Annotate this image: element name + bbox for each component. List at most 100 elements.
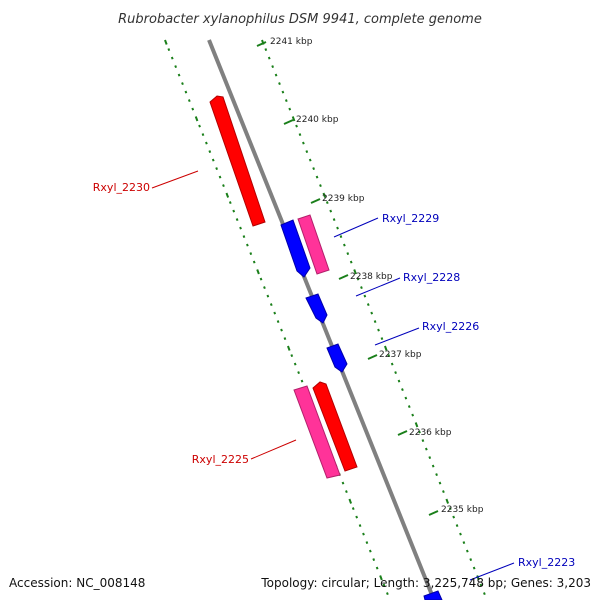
outer-track-dash — [407, 405, 411, 409]
outer-track-dash — [435, 473, 438, 477]
inner-track-dash — [372, 558, 376, 562]
inner-track-dash — [242, 235, 246, 239]
outer-track-dash — [445, 498, 450, 504]
outer-track-dash — [343, 243, 346, 247]
kbp-tick-mark — [338, 274, 349, 280]
inner-track-dash — [379, 575, 383, 581]
outer-track-dash — [462, 541, 466, 545]
kbp-tick-label: 2239 kbp — [322, 194, 365, 204]
outer-track-dash — [438, 481, 442, 485]
inner-track-dash — [225, 192, 230, 198]
outer-track-dash — [442, 490, 445, 494]
tick-tracks — [164, 39, 486, 596]
inner-track-dash — [211, 158, 215, 162]
outer-track-dash — [424, 447, 428, 451]
gene-label[interactable]: Rxyl_2228 — [403, 271, 460, 284]
gene-rxyl-2230[interactable] — [209, 95, 266, 227]
outer-track-dash — [370, 311, 374, 315]
inner-track-dash — [222, 184, 225, 188]
gene-label[interactable]: Rxyl_2229 — [382, 212, 439, 225]
outer-track-dash — [315, 175, 319, 179]
outer-track-dash — [377, 328, 380, 332]
inner-track-dash — [191, 107, 195, 111]
inner-track-dash — [368, 549, 372, 553]
gene-red-reverse[interactable] — [312, 381, 358, 472]
outer-track-dash — [373, 320, 377, 324]
inner-track-dash — [341, 481, 345, 485]
inner-track-dash — [184, 90, 188, 94]
outer-track-dash — [322, 192, 327, 198]
gene-rxyl-2228[interactable] — [305, 293, 328, 324]
outer-track-dash — [356, 277, 360, 281]
kbp-tick-label: 2236 kbp — [409, 428, 452, 438]
inner-track-dash — [266, 294, 270, 298]
leader-line — [151, 170, 199, 189]
outer-track-dash — [298, 133, 302, 137]
outer-track-dash — [274, 73, 278, 77]
outer-track-dash — [325, 201, 329, 205]
outer-track-dash — [387, 354, 391, 358]
inner-track-dash — [259, 277, 263, 281]
outer-track-dash — [305, 150, 309, 154]
outer-track-dash — [336, 226, 339, 230]
outer-track-dash — [366, 303, 370, 307]
leader-lines — [151, 170, 515, 581]
outer-track-dash — [312, 167, 315, 171]
inner-track-dash — [167, 48, 171, 52]
outer-track-dash — [465, 549, 469, 553]
outer-track-dash — [353, 269, 357, 275]
outer-track-dash — [291, 116, 296, 122]
kbp-tick-label: 2240 kbp — [296, 115, 339, 125]
genome-summary-text: Topology: circular; Length: 3,225,748 bp… — [260, 576, 591, 590]
inner-track-dash — [205, 141, 208, 145]
inner-track-dash — [170, 56, 174, 60]
leader-line — [250, 439, 297, 460]
inner-track-dash — [215, 167, 218, 171]
outer-track-dash — [459, 532, 462, 536]
gene-rxyl-2229-blue[interactable] — [280, 219, 311, 278]
inner-track-dash — [351, 507, 355, 511]
inner-track-dash — [194, 116, 199, 122]
outer-track-dash — [349, 260, 353, 264]
outer-track-dash — [264, 48, 268, 52]
inner-track-dash — [232, 209, 236, 213]
inner-track-dash — [348, 498, 353, 504]
gene-labels: Rxyl_2230 Rxyl_2229 Rxyl_2228 Rxyl_2226 … — [93, 181, 575, 569]
inner-track-dash — [208, 150, 212, 154]
gene-label[interactable]: Rxyl_2223 — [518, 556, 575, 569]
inner-track-dash — [174, 65, 177, 69]
inner-track-dash — [263, 286, 266, 290]
outer-track-dash — [360, 286, 363, 290]
kbp-tick-mark — [256, 41, 267, 47]
outer-track-dash — [329, 209, 333, 213]
gene-rxyl-2223[interactable] — [423, 590, 443, 600]
outer-track-dash — [346, 252, 350, 256]
inner-track-dash — [218, 175, 222, 179]
outer-track-dash — [308, 158, 312, 162]
inner-track-dash — [287, 345, 291, 351]
gene-label[interactable]: Rxyl_2226 — [422, 320, 479, 333]
outer-track-dash — [452, 515, 456, 519]
outer-track-dash — [302, 141, 305, 145]
genome-title: Rubrobacter xylanophilus DSM 9941, compl… — [118, 12, 482, 27]
inner-track-dash — [269, 303, 273, 307]
inner-track-dash — [345, 490, 348, 494]
gene-rxyl-2225[interactable] — [293, 385, 341, 479]
outer-track-dash — [267, 56, 271, 60]
outer-track-dash — [472, 566, 476, 570]
outer-track-dash — [288, 107, 292, 111]
kbp-tick-label: 2237 kbp — [379, 350, 422, 360]
gene-label[interactable]: Rxyl_2230 — [93, 181, 150, 194]
gene-rxyl-2229[interactable] — [297, 214, 330, 275]
kbp-tick-mark — [310, 198, 321, 204]
outer-track-dash — [271, 65, 274, 69]
gene-features — [209, 95, 443, 600]
outer-track-dash — [479, 583, 483, 587]
gene-label[interactable]: Rxyl_2225 — [192, 453, 249, 466]
gene-rxyl-2226[interactable] — [326, 343, 348, 373]
kbp-tick-mark — [367, 354, 378, 360]
inner-track-dash — [386, 592, 389, 596]
accession-text: Accession: NC_008148 — [9, 576, 145, 590]
outer-track-dash — [384, 345, 388, 351]
